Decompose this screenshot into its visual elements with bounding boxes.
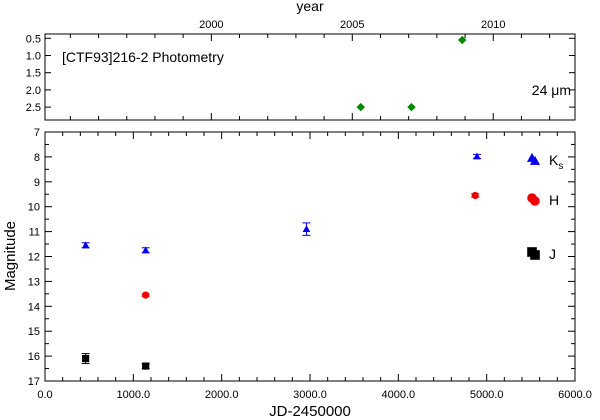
- legend-label-ks: Ks: [549, 152, 563, 172]
- point-ks-0: [81, 241, 90, 249]
- bottom-x-tick-label-3: 3000.0: [293, 389, 327, 401]
- band-label-24um: 24 μm: [532, 82, 571, 98]
- point-ks-1: [141, 246, 150, 254]
- bottom-x-axis-label: JD-2450000: [269, 403, 351, 420]
- bottom-y-tick-label-4: 11: [29, 227, 40, 239]
- bottom-y-tick-label-2: 9: [34, 177, 40, 189]
- legend-label-j: J: [549, 246, 556, 262]
- legend-entry-h: H: [527, 192, 559, 208]
- bottom-y-tick-label-7: 14: [28, 301, 40, 313]
- bottom-panel-frame: [44, 131, 576, 382]
- legend-marker-ks-2: [529, 155, 541, 165]
- top-y-tick-label-3: 2.0: [26, 85, 41, 97]
- legend-label-j-main: J: [549, 246, 556, 262]
- point-j-1: [142, 362, 150, 370]
- bottom-panel: 0.0 1000.0 2000.0 3000.0 4000.0 5000.0 6000.0 …: [2, 127, 592, 420]
- top-x-tick-label-2010: 2010: [481, 19, 505, 31]
- point-j-0: [82, 354, 90, 363]
- bottom-x-axis: 0.0 1000.0 2000.0 3000.0 4000.0 5000.0 6000.0: [37, 132, 592, 401]
- legend-label-h: H: [549, 192, 559, 208]
- point-24um-0: [356, 102, 365, 112]
- bottom-x-tick-label-2: 2000.0: [205, 389, 239, 401]
- bottom-y-tick-label-1: 8: [34, 152, 40, 164]
- legend-label-ks-main: K: [549, 152, 559, 168]
- bottom-y-tick-label-3: 10: [28, 202, 40, 214]
- point-24um-1: [407, 102, 416, 112]
- bottom-y-tick-label-6: 13: [28, 276, 40, 288]
- top-x-tick-label-2000: 2000: [199, 19, 223, 31]
- point-ks-3: [473, 152, 481, 160]
- legend: Ks H J: [526, 152, 563, 262]
- top-y-axis: 0.5 1.0 1.5 2.0 2.5: [26, 33, 575, 114]
- top-data-points: [356, 35, 467, 112]
- point-h-1: [471, 191, 479, 200]
- bottom-y-axis-label: Magnitude: [2, 221, 19, 291]
- bottom-y-tick-label-5: 12: [28, 252, 40, 264]
- bottom-x-tick-label-5: 5000.0: [470, 389, 504, 401]
- bottom-x-tick-label-0: 0.0: [37, 389, 52, 401]
- legend-marker-j-2: [530, 250, 540, 260]
- top-y-tick-label-2: 1.5: [26, 68, 41, 80]
- top-x-tick-label-2005: 2005: [340, 19, 364, 31]
- top-x-axis: 2000 2005 2010: [69, 19, 551, 120]
- top-x-axis-label: year: [296, 0, 324, 14]
- top-y-tick-label-4: 2.5: [26, 102, 41, 114]
- top-panel-frame: [44, 33, 576, 121]
- bottom-x-tick-label-1: 1000.0: [117, 389, 151, 401]
- legend-label-ks-sub: s: [558, 161, 563, 172]
- point-ks-2: [302, 225, 311, 233]
- bottom-x-tick-label-6: 6000.0: [558, 389, 592, 401]
- bottom-y-tick-label-8: 15: [28, 326, 40, 338]
- legend-marker-h-2: [530, 196, 540, 206]
- bottom-y-tick-label-10: 17: [28, 376, 40, 388]
- top-panel-title: [CTF93]216-2 Photometry: [62, 49, 224, 65]
- top-panel: 2000 2005 2010 0.5 1.0 1.5 2.0 2.5 year [CTF93…: [26, 0, 576, 121]
- top-y-tick-label-1: 1.0: [26, 51, 41, 63]
- bottom-data-points: [81, 152, 481, 370]
- bottom-y-axis: 7 8 9 10 11 12 13 14 15 16 17: [28, 127, 575, 388]
- legend-label-h-main: H: [549, 192, 559, 208]
- point-h-0: [142, 291, 150, 299]
- legend-entry-ks: Ks: [526, 152, 563, 172]
- legend-entry-j: J: [527, 246, 556, 262]
- bottom-y-tick-label-0: 7: [34, 127, 40, 139]
- top-y-tick-label-0: 0.5: [26, 33, 41, 45]
- bottom-x-tick-label-4: 4000.0: [382, 389, 416, 401]
- bottom-y-tick-label-9: 16: [28, 351, 40, 363]
- point-24um-2: [458, 35, 467, 45]
